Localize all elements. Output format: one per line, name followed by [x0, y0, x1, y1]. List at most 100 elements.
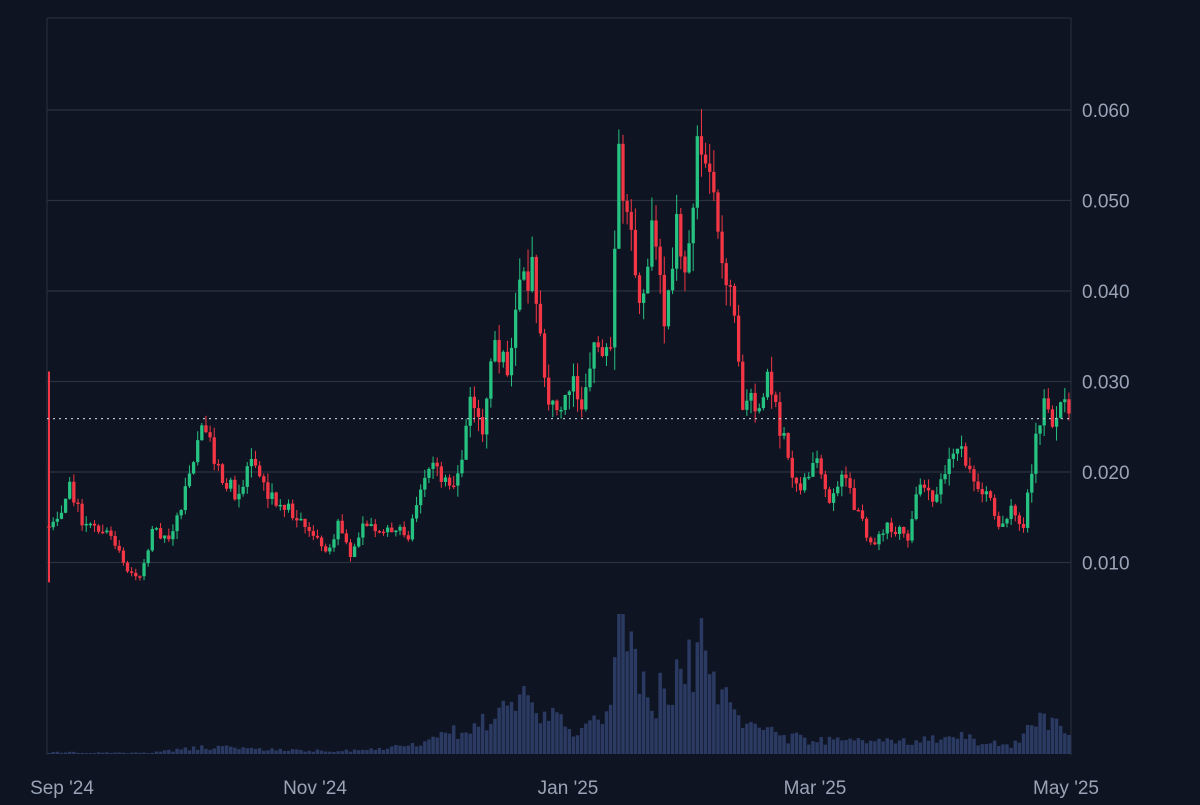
volume-bar: [613, 657, 617, 754]
volume-bar: [402, 746, 406, 754]
volume-bar: [352, 749, 357, 754]
candle-body-up: [237, 493, 241, 500]
candle-body-up: [427, 468, 431, 478]
candle-body-up: [68, 481, 72, 499]
candle-body-down: [856, 509, 861, 512]
volume-bar: [410, 743, 415, 754]
candle-body-up: [885, 522, 889, 534]
volume-bar: [534, 713, 539, 754]
candle-body-down: [390, 527, 394, 533]
volume-bar: [654, 718, 658, 754]
volume-bar: [1063, 733, 1067, 754]
volume-bar: [939, 739, 943, 754]
volume-bar: [716, 704, 720, 754]
y-tick-label: 0.030: [1082, 373, 1130, 394]
candle-body-up: [613, 248, 617, 348]
volume-bar: [220, 746, 225, 754]
volume-bar: [1017, 742, 1022, 754]
candle-body-up: [163, 535, 167, 539]
candle-body-up: [1005, 518, 1009, 524]
volume-bar: [1005, 744, 1009, 754]
candle-body-down: [555, 400, 559, 411]
candle-body-down: [827, 489, 832, 503]
y-tick-label: 0.050: [1082, 192, 1130, 213]
volume-bar: [183, 747, 188, 754]
candle-body-down: [860, 510, 865, 519]
volume-bar: [765, 727, 770, 754]
candle-body-down: [381, 531, 386, 534]
volume-bar: [336, 751, 340, 754]
candle-body-down: [600, 347, 605, 356]
candle-body-down: [629, 211, 633, 230]
candle-body-up: [604, 347, 609, 356]
candle-body-down: [315, 535, 320, 538]
candle-body-down: [233, 479, 237, 500]
volume-bar: [745, 723, 749, 754]
volume-bar: [914, 740, 918, 754]
candle-body-down: [732, 286, 737, 316]
volume-bar: [150, 752, 155, 754]
candle-body-down: [72, 481, 76, 503]
volume-bar: [299, 750, 303, 754]
volume-bar: [447, 733, 452, 754]
candle-body-up: [803, 477, 807, 491]
volume-bar: [1050, 717, 1055, 754]
volume-bar: [559, 714, 563, 754]
candle-body-down: [972, 469, 976, 482]
volume-bar: [121, 752, 126, 754]
candle-body-up: [584, 387, 588, 410]
candle-body-up: [410, 518, 415, 540]
candle-body-up: [782, 433, 786, 436]
volume-bar: [646, 697, 650, 754]
candle-body-down: [282, 504, 287, 510]
volume-bar: [319, 750, 324, 754]
volume-bar: [778, 735, 782, 754]
volume-bar: [592, 715, 596, 754]
volume-bar: [59, 752, 64, 754]
candle-body-up: [807, 476, 811, 479]
candle-body-down: [472, 396, 477, 409]
candle-body-down: [889, 522, 894, 532]
volume-bar: [753, 723, 757, 754]
candle-body-up: [984, 491, 989, 495]
x-tick-label: Sep '24: [30, 778, 94, 799]
volume-bar: [224, 745, 229, 754]
volume-bar: [456, 738, 460, 754]
volume-bar: [365, 750, 369, 754]
candle-body-down: [1017, 515, 1022, 524]
volume-bar: [109, 752, 113, 754]
candle-body-down: [480, 416, 485, 435]
volume-bar: [551, 707, 555, 754]
candle-body-up: [559, 409, 563, 412]
volume-bar: [485, 730, 489, 754]
volume-bar: [703, 650, 708, 754]
candle-body-down: [274, 492, 278, 506]
volume-bar: [245, 748, 249, 754]
candle-body-up: [951, 453, 955, 459]
volume-bar: [976, 745, 980, 754]
candle-body-up: [63, 498, 68, 513]
volume-bar: [736, 715, 741, 754]
candle-body-down: [637, 275, 642, 303]
volume-bar: [249, 747, 254, 754]
volume-bar: [423, 741, 427, 754]
volume-bar: [786, 743, 790, 754]
volume-bar: [604, 711, 609, 754]
candle-body-down: [542, 333, 547, 378]
candle-body-down: [708, 163, 712, 172]
volume-bar: [435, 737, 439, 754]
candle-body-up: [105, 530, 109, 533]
candle-body-up: [551, 400, 555, 405]
candle-body-up: [443, 477, 448, 482]
volume-bar: [398, 745, 402, 754]
volume-bar: [1030, 725, 1034, 754]
volume-bar: [394, 744, 398, 754]
volume-bar: [670, 704, 675, 754]
volume-bar: [113, 752, 117, 754]
volume-bar: [179, 749, 183, 754]
candle-body-up: [1059, 402, 1063, 418]
volume-bar: [794, 732, 799, 754]
candle-body-up: [518, 279, 522, 310]
